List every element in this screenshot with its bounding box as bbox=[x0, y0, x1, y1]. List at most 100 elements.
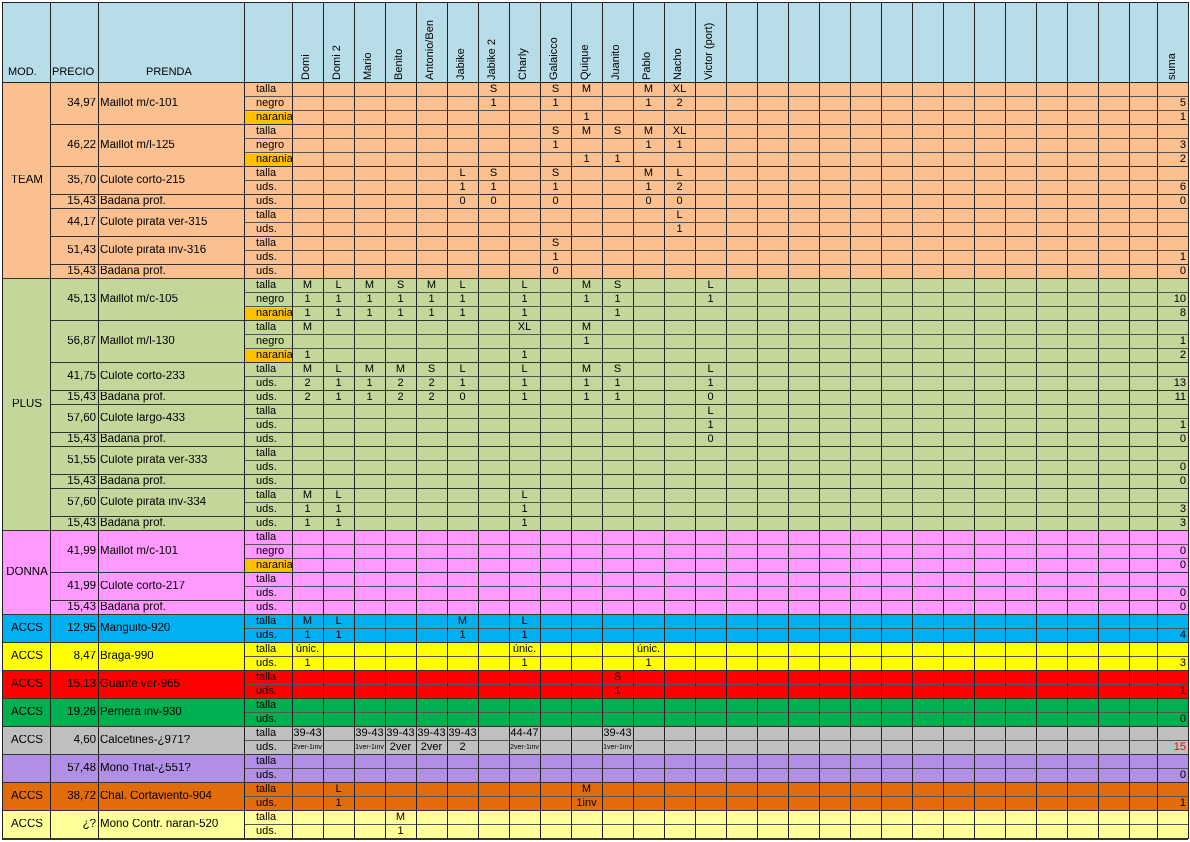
value-cell[interactable]: 1 bbox=[645, 140, 652, 151]
value-cell[interactable]: 1 bbox=[583, 154, 590, 165]
value-cell[interactable]: 39-43 bbox=[293, 728, 322, 739]
value-cell[interactable]: S bbox=[613, 672, 622, 683]
value-cell[interactable]: L bbox=[676, 168, 683, 179]
value-cell[interactable]: XL bbox=[517, 322, 532, 333]
value-cell[interactable]: S bbox=[551, 238, 560, 249]
value-cell[interactable]: 1 bbox=[521, 630, 528, 641]
value-cell[interactable]: M bbox=[581, 364, 592, 375]
value-cell[interactable]: M bbox=[395, 812, 406, 823]
value-cell[interactable]: 1 bbox=[521, 392, 528, 403]
value-cell[interactable]: M bbox=[457, 616, 468, 627]
value-cell[interactable]: 1 bbox=[552, 252, 559, 263]
value-cell[interactable]: 1 bbox=[335, 630, 342, 641]
value-cell[interactable]: L bbox=[335, 616, 342, 627]
value-cell[interactable]: 1 bbox=[335, 378, 342, 389]
value-cell[interactable]: M bbox=[302, 490, 313, 501]
value-cell[interactable]: 1 bbox=[707, 378, 714, 389]
value-cell[interactable]: M bbox=[302, 364, 313, 375]
value-cell[interactable]: 1 bbox=[676, 140, 683, 151]
value-cell[interactable]: 1 bbox=[614, 378, 621, 389]
value-cell[interactable]: 1 bbox=[304, 504, 311, 515]
value-cell[interactable]: 0 bbox=[459, 392, 466, 403]
value-cell[interactable]: 39-43 bbox=[355, 728, 384, 739]
value-cell[interactable]: 2 bbox=[428, 378, 435, 389]
value-cell[interactable]: 0 bbox=[707, 392, 714, 403]
value-cell[interactable]: 2ver bbox=[420, 742, 443, 753]
value-cell[interactable]: 2 bbox=[676, 98, 683, 109]
value-cell[interactable]: 1 bbox=[366, 392, 373, 403]
value-cell[interactable]: 1 bbox=[459, 294, 466, 305]
value-cell[interactable]: únic. bbox=[512, 644, 537, 655]
value-cell[interactable]: 1 bbox=[397, 826, 404, 837]
value-cell[interactable]: 1 bbox=[304, 294, 311, 305]
value-cell[interactable]: L bbox=[459, 168, 466, 179]
value-cell[interactable]: M bbox=[364, 280, 375, 291]
value-cell[interactable]: 1 bbox=[707, 420, 714, 431]
value-cell[interactable]: 1 bbox=[490, 182, 497, 193]
value-cell[interactable]: S bbox=[427, 364, 436, 375]
value-cell[interactable]: 2 bbox=[397, 392, 404, 403]
value-cell[interactable]: 1 bbox=[335, 504, 342, 515]
value-cell[interactable]: 1 bbox=[521, 294, 528, 305]
value-cell[interactable]: 1 bbox=[583, 294, 590, 305]
value-cell[interactable]: 1 bbox=[645, 182, 652, 193]
value-cell[interactable]: 39-43 bbox=[448, 728, 477, 739]
value-cell[interactable]: 1 bbox=[676, 224, 683, 235]
value-cell[interactable]: 1 bbox=[335, 518, 342, 529]
value-cell[interactable]: 1 bbox=[366, 294, 373, 305]
value-cell[interactable]: 2 bbox=[304, 392, 311, 403]
value-cell[interactable]: 2ver bbox=[389, 742, 412, 753]
value-cell[interactable]: 1 bbox=[552, 182, 559, 193]
value-cell[interactable]: S bbox=[551, 168, 560, 179]
value-cell[interactable]: 39-43 bbox=[386, 728, 415, 739]
value-cell[interactable]: M bbox=[643, 168, 654, 179]
value-cell[interactable]: S bbox=[396, 280, 405, 291]
value-cell[interactable]: S bbox=[489, 168, 498, 179]
value-cell[interactable]: 1 bbox=[304, 308, 311, 319]
value-cell[interactable]: 1 bbox=[397, 308, 404, 319]
value-cell[interactable]: 1 bbox=[645, 658, 652, 669]
value-cell[interactable]: L bbox=[459, 364, 466, 375]
value-cell[interactable]: 0 bbox=[552, 196, 559, 207]
value-cell[interactable]: L bbox=[335, 490, 342, 501]
value-cell[interactable]: 1 bbox=[459, 630, 466, 641]
value-cell[interactable]: 1 bbox=[521, 350, 528, 361]
value-cell[interactable]: 1 bbox=[459, 378, 466, 389]
value-cell[interactable]: 1 bbox=[552, 98, 559, 109]
value-cell[interactable]: L bbox=[707, 406, 714, 417]
value-cell[interactable]: 1 bbox=[490, 98, 497, 109]
value-cell[interactable]: 1ver-1inv bbox=[603, 744, 632, 751]
value-cell[interactable]: M bbox=[581, 322, 592, 333]
value-cell[interactable]: 1 bbox=[521, 308, 528, 319]
value-cell[interactable]: 0 bbox=[676, 196, 683, 207]
value-cell[interactable]: L bbox=[459, 280, 466, 291]
value-cell[interactable]: 1 bbox=[304, 518, 311, 529]
value-cell[interactable]: 1inv bbox=[576, 798, 597, 809]
value-cell[interactable]: 2ver-1inv bbox=[510, 744, 539, 751]
value-cell[interactable]: 1 bbox=[614, 154, 621, 165]
value-cell[interactable]: L bbox=[521, 280, 528, 291]
value-cell[interactable]: 1 bbox=[366, 378, 373, 389]
value-cell[interactable]: M bbox=[302, 322, 313, 333]
value-cell[interactable]: S bbox=[613, 364, 622, 375]
value-cell[interactable]: S bbox=[489, 84, 498, 95]
value-cell[interactable]: 1 bbox=[335, 294, 342, 305]
value-cell[interactable]: 1 bbox=[335, 798, 342, 809]
value-cell[interactable]: L bbox=[521, 490, 528, 501]
value-cell[interactable]: L bbox=[521, 364, 528, 375]
value-cell[interactable]: L bbox=[707, 364, 714, 375]
value-cell[interactable]: 1 bbox=[397, 294, 404, 305]
value-cell[interactable]: L bbox=[676, 210, 683, 221]
value-cell[interactable]: 1 bbox=[552, 140, 559, 151]
value-cell[interactable]: M bbox=[302, 280, 313, 291]
value-cell[interactable]: únic. bbox=[636, 644, 661, 655]
value-cell[interactable]: M bbox=[581, 784, 592, 795]
value-cell[interactable]: 1 bbox=[521, 658, 528, 669]
value-cell[interactable]: 1 bbox=[583, 378, 590, 389]
value-cell[interactable]: 1 bbox=[459, 182, 466, 193]
value-cell[interactable]: 39-43 bbox=[603, 728, 632, 739]
value-cell[interactable]: 1 bbox=[459, 308, 466, 319]
value-cell[interactable]: 1 bbox=[614, 392, 621, 403]
value-cell[interactable]: 2 bbox=[397, 378, 404, 389]
value-cell[interactable]: 0 bbox=[707, 434, 714, 445]
